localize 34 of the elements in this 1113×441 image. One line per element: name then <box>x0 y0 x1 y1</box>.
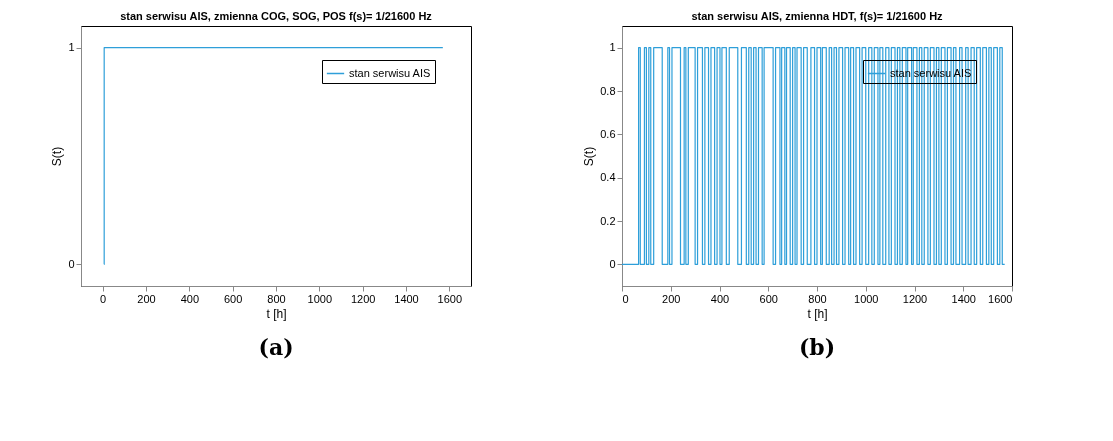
y-tick-label: 0.2 <box>600 214 616 227</box>
x-tick-label: 600 <box>759 292 778 305</box>
x-tick-label: 1600 <box>437 292 463 305</box>
y-tick-label: 0.4 <box>600 171 616 184</box>
x-tick-label: 0 <box>622 292 629 305</box>
x-tick-label: 200 <box>137 292 156 305</box>
x-tick-label: 1400 <box>394 292 419 305</box>
x-tick-label: 400 <box>180 292 200 305</box>
x-axis-title: t [h] <box>807 306 828 321</box>
x-tick-label: 0 <box>100 292 107 305</box>
y-tick-label: 0 <box>609 257 616 270</box>
x-tick-label: 200 <box>662 292 681 305</box>
y-tick-label: 1 <box>68 41 75 54</box>
y-axis-title: S(t) <box>582 146 597 167</box>
x-tick-label: 800 <box>808 292 827 305</box>
x-tick-label: 1000 <box>307 292 333 305</box>
text: (a) <box>258 334 294 360</box>
x-tick-label: 400 <box>710 292 730 305</box>
y-tick-label: 1 <box>609 41 616 54</box>
y-tick-label: 0.8 <box>600 84 616 97</box>
x-tick-label: 600 <box>223 292 243 305</box>
legend-label: stan serwisu AIS <box>349 66 431 79</box>
chart-title: stan serwisu AIS, zmienna COG, SOG, POS f(s)= 1/21600 Hz <box>120 10 433 22</box>
x-tick-label: 1200 <box>350 292 376 305</box>
y-axis-title: S(t) <box>50 146 65 167</box>
x-tick-label: 1600 <box>988 292 1013 305</box>
text: (b) <box>798 334 836 360</box>
chart-title: stan serwisu AIS, zmienna HDT, f(s)= 1/21600 Hz <box>691 10 944 22</box>
x-tick-label: 1000 <box>854 292 879 305</box>
y-tick-label: 0.6 <box>600 127 616 140</box>
x-tick-label: 1200 <box>902 292 928 305</box>
x-tick-label: 1400 <box>951 292 976 305</box>
x-axis-title: t [h] <box>266 306 287 321</box>
x-tick-label: 800 <box>267 292 286 305</box>
